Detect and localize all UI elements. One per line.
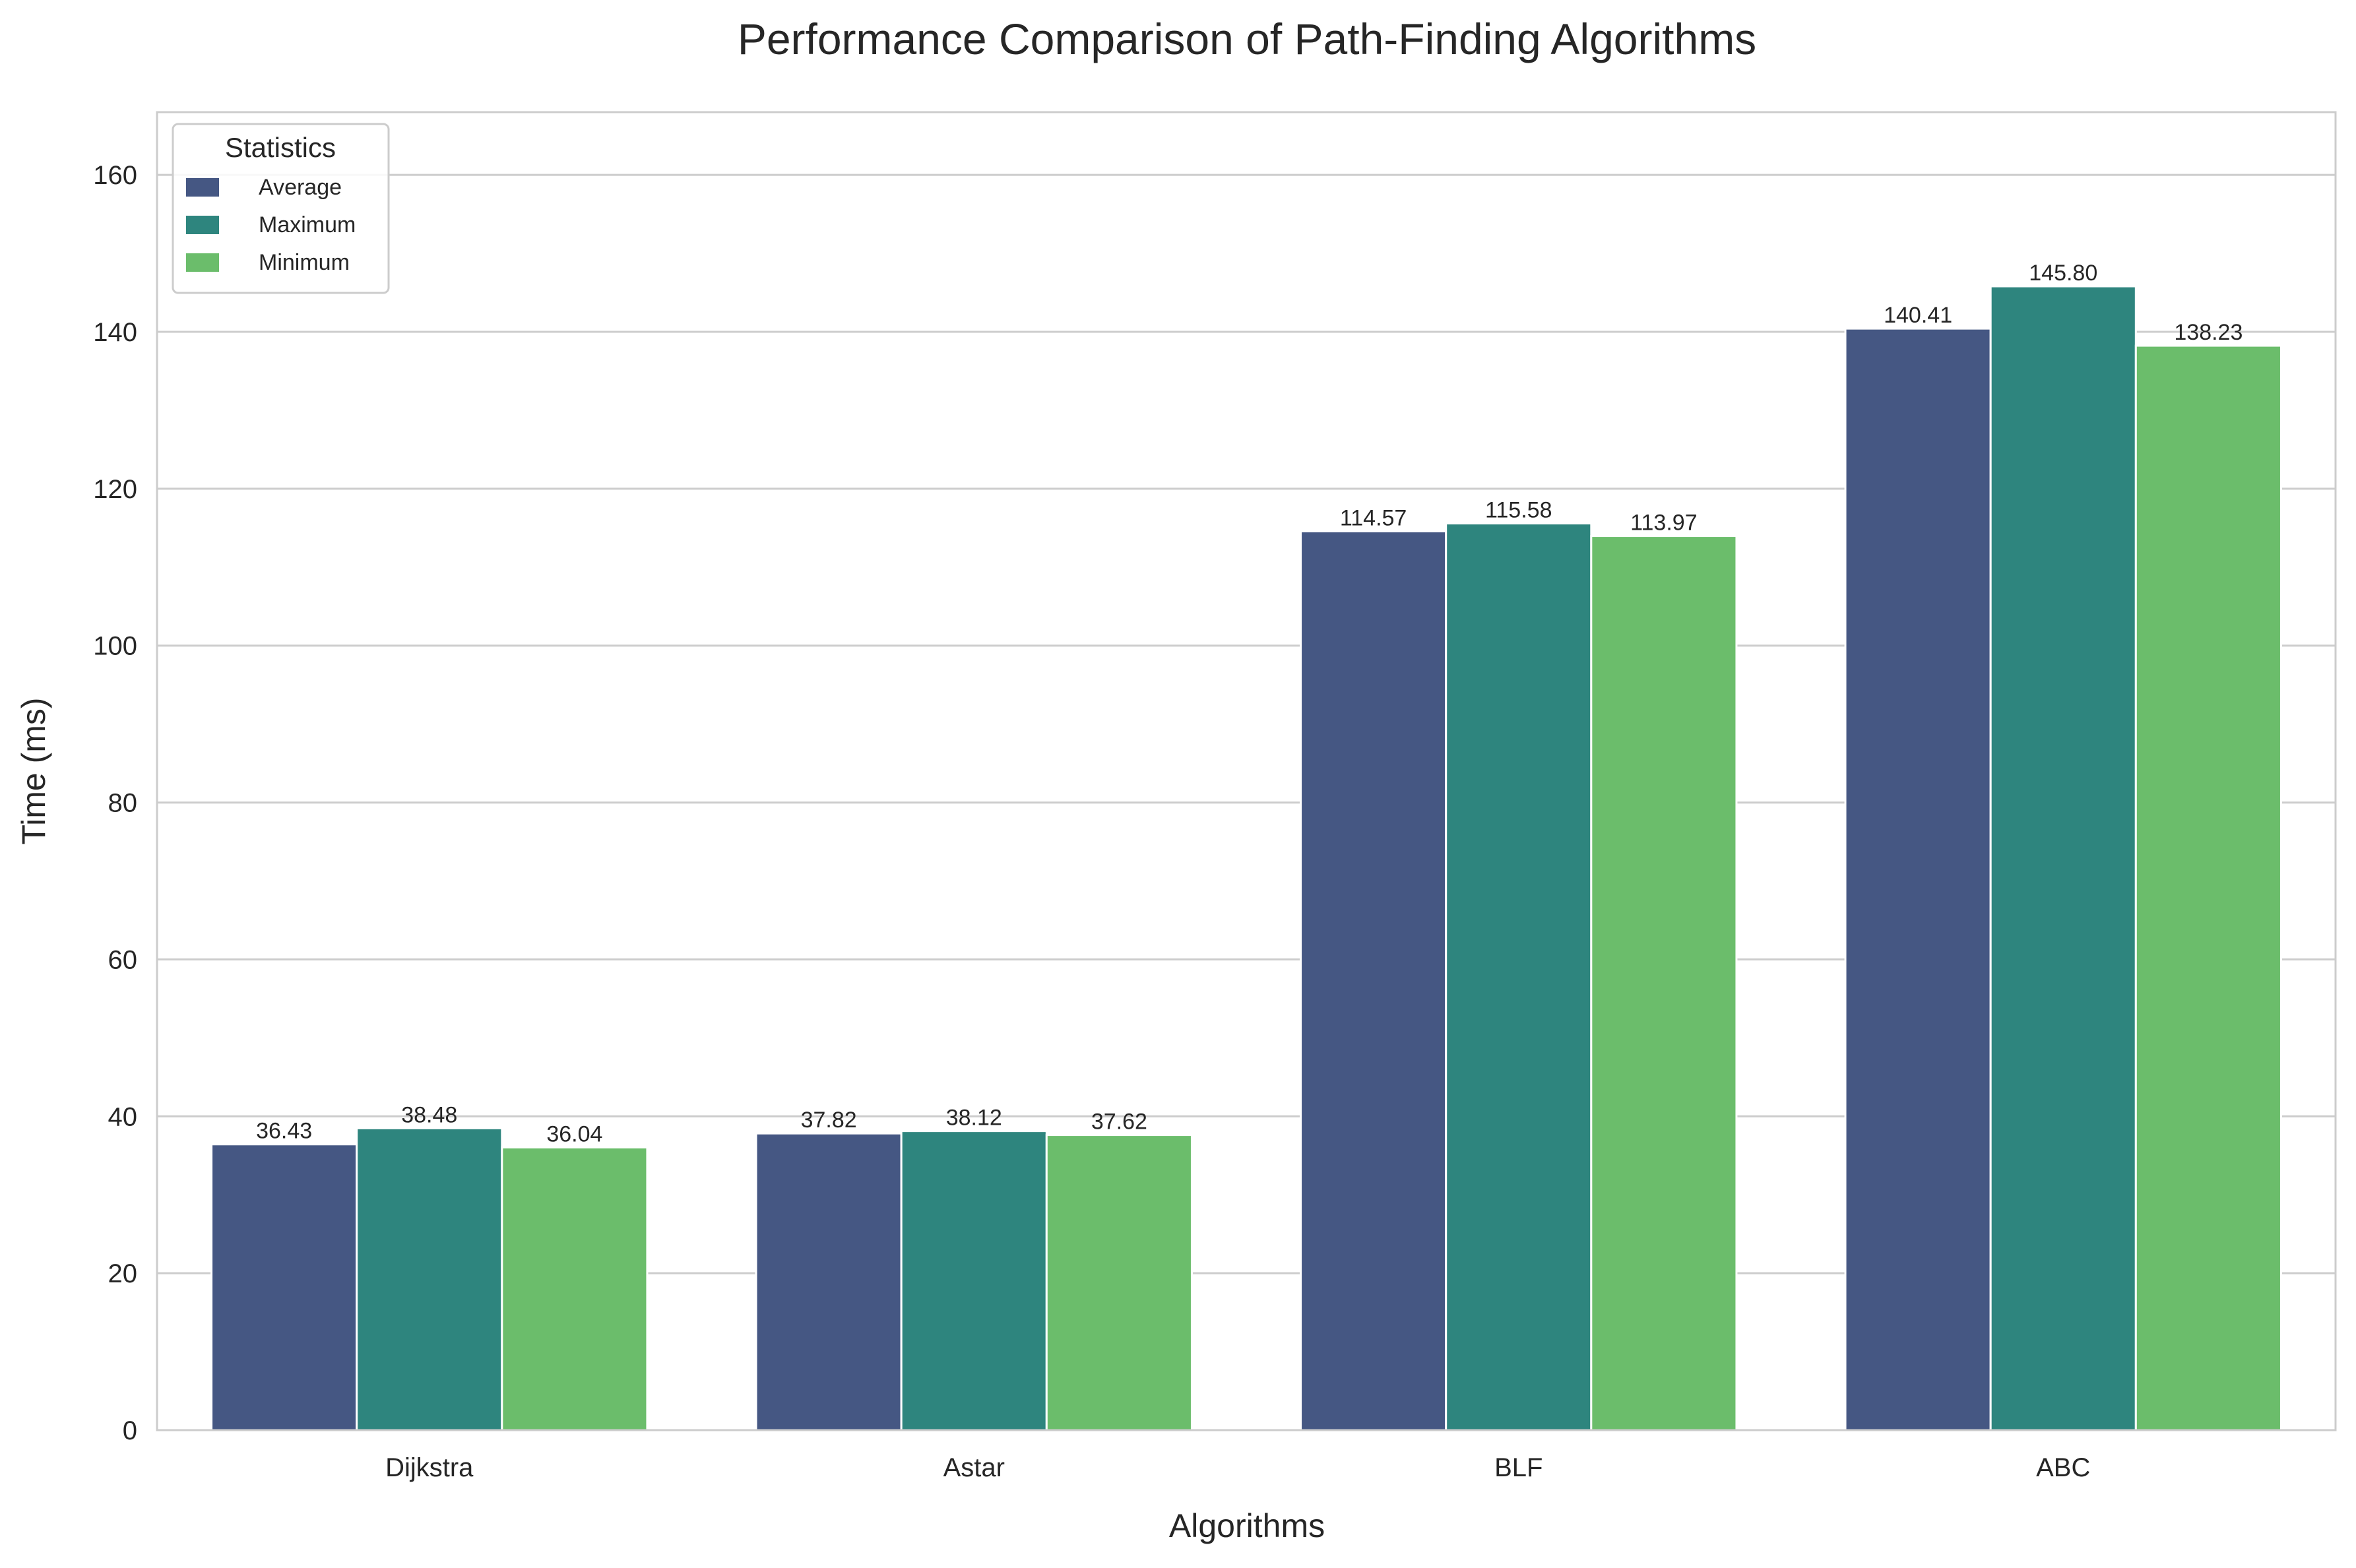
y-tick-label: 60 xyxy=(108,945,138,974)
y-tick-label: 140 xyxy=(93,318,137,347)
bars xyxy=(210,285,2282,1431)
legend-label-maximum: Maximum xyxy=(259,212,356,237)
legend-swatch-average xyxy=(186,178,219,197)
bar-value-label: 113.97 xyxy=(1630,511,1697,536)
x-axis-label: Algorithms xyxy=(1169,1507,1325,1544)
bar-value-label: 37.82 xyxy=(801,1108,857,1133)
bar-average-astar xyxy=(755,1132,903,1431)
x-tick-label: Astar xyxy=(943,1453,1005,1482)
bar-minimum-astar xyxy=(1045,1134,1193,1431)
y-tick-label: 80 xyxy=(108,789,138,818)
bar-maximum-dijkstra xyxy=(356,1127,503,1431)
bar-value-label: 37.62 xyxy=(1091,1110,1147,1135)
y-axis-label: Time (ms) xyxy=(15,697,52,844)
legend-swatch-minimum xyxy=(186,253,219,272)
bar-average-dijkstra xyxy=(210,1143,358,1431)
data-labels: 36.43 38.48 36.04 37.82 38.12 37.62 114.57 115.… xyxy=(256,261,2243,1146)
x-axis-ticks: Dijkstra Astar BLF ABC xyxy=(385,1453,2090,1482)
bar-value-label: 36.04 xyxy=(546,1121,602,1146)
bar-maximum-blf xyxy=(1445,522,1593,1431)
bar-value-label: 138.23 xyxy=(2174,320,2243,345)
bar-minimum-dijkstra xyxy=(501,1146,649,1431)
bar-average-blf xyxy=(1300,530,1448,1431)
x-tick-label: BLF xyxy=(1494,1453,1543,1482)
bar-maximum-abc xyxy=(1989,285,2137,1431)
chart-title: Performance Comparison of Path-Finding A… xyxy=(738,15,1756,63)
y-tick-label: 160 xyxy=(93,161,137,190)
bar-value-label: 38.12 xyxy=(946,1106,1002,1131)
x-tick-label: Dijkstra xyxy=(385,1453,474,1482)
bar-value-label: 115.58 xyxy=(1485,497,1552,522)
bar-value-label: 140.41 xyxy=(1884,303,1952,328)
bar-average-abc xyxy=(1844,327,1992,1431)
bar-maximum-astar xyxy=(900,1130,1048,1431)
y-tick-label: 120 xyxy=(93,475,137,504)
bar-value-label: 114.57 xyxy=(1340,505,1407,530)
legend-entries: Average Maximum Minimum xyxy=(186,175,356,275)
legend-label-minimum: Minimum xyxy=(259,250,350,275)
bar-value-label: 38.48 xyxy=(401,1102,457,1127)
legend-label-average: Average xyxy=(259,175,342,200)
plot-frame xyxy=(156,111,2337,1431)
legend-box xyxy=(172,123,390,294)
legend-swatch-maximum xyxy=(186,216,219,234)
bar-minimum-blf xyxy=(1590,535,1738,1431)
y-tick-label: 20 xyxy=(108,1259,138,1288)
y-axis-ticks: 0 20 40 60 80 100 120 140 160 xyxy=(93,161,137,1445)
bar-value-label: 36.43 xyxy=(256,1119,312,1144)
y-tick-label: 100 xyxy=(93,632,137,661)
bar-value-label: 145.80 xyxy=(2029,261,2097,286)
legend-title: Statistics xyxy=(225,132,336,163)
bar-minimum-abc xyxy=(2134,344,2282,1431)
y-tick-label: 0 xyxy=(123,1416,137,1445)
y-tick-label: 40 xyxy=(108,1102,138,1131)
legend: Statistics Average Maximum Minimum xyxy=(172,123,390,294)
x-tick-label: ABC xyxy=(2036,1453,2090,1482)
